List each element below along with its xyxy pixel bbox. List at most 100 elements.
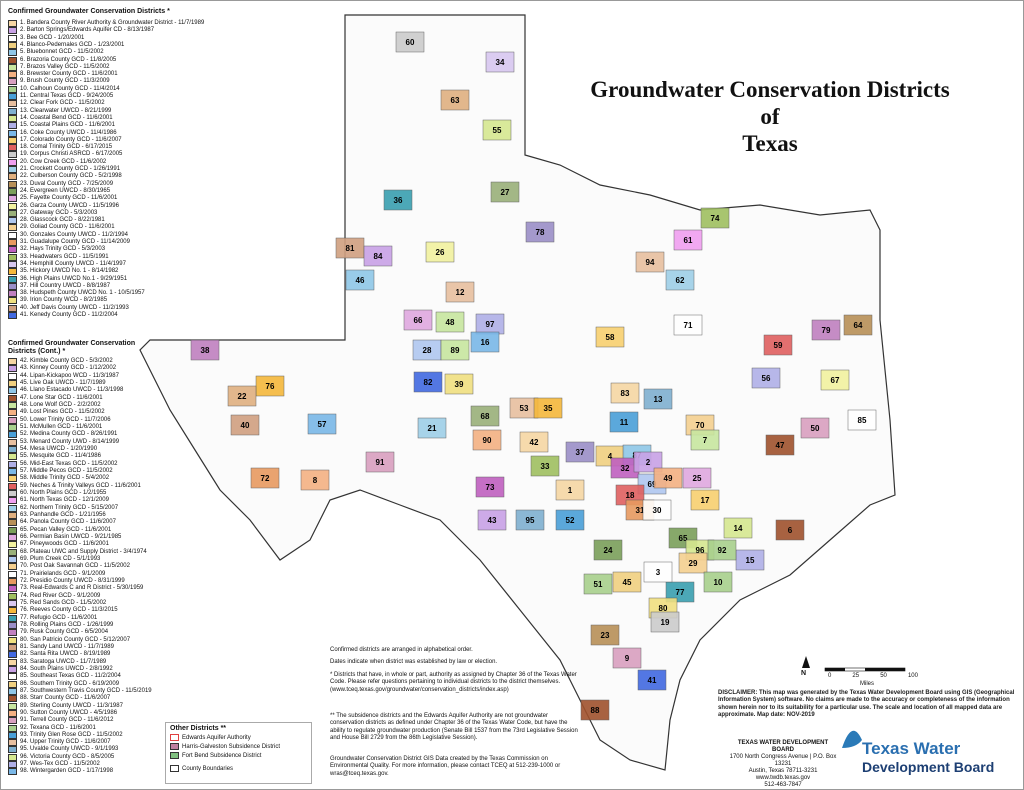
legend-label: 15. Coastal Plains GCD - 11/6/2001: [20, 122, 115, 129]
legend-label: 10. Calhoun County GCD - 11/4/2014: [20, 85, 120, 92]
legend-label: 65. Pecan Valley GCD - 11/6/2001: [20, 526, 112, 533]
note: Dates indicate when district was establi…: [330, 659, 498, 665]
legend-label: 9. Brush County GCD - 11/3/2009: [20, 78, 110, 85]
legend-swatch: [8, 570, 17, 578]
other-districts-box: Other Districts ** Edwards Aquifer Autho…: [165, 722, 312, 784]
legend-label: 93. Trinity Glen Rose GCD - 11/5/2002: [20, 731, 123, 738]
note: Groundwater Conservation District GIS Da…: [330, 756, 561, 777]
legend-swatch: [8, 739, 17, 747]
legend-item: 9. Brush County GCD - 11/3/2009: [8, 78, 110, 86]
district-area: [300, 469, 330, 491]
legend-item: 4. Blanco-Pedernales GCD - 1/23/2001: [8, 41, 124, 49]
district-area: [637, 669, 667, 691]
legend-label: 7. Brazos Valley GCD - 11/5/2002: [20, 63, 110, 70]
district-number: 11: [620, 418, 629, 427]
legend-swatch: [8, 541, 17, 549]
legend-item: 92. Texana GCD - 11/6/2001: [8, 724, 96, 732]
district-number: 6: [788, 526, 793, 535]
district-area: [250, 467, 280, 489]
legend-swatch: [8, 85, 17, 93]
district-area: [227, 385, 257, 407]
district-number: 46: [356, 276, 365, 285]
legend-item: 5. Bluebonnet GCD - 11/5/2002: [8, 49, 104, 57]
legend-item: 78. Rolling Plains GCD - 1/26/1999: [8, 621, 113, 629]
legend-item: 56. Mid-East Texas GCD - 11/5/2002: [8, 460, 118, 468]
legend-label: 77. Refugio GCD - 11/6/2001: [20, 614, 98, 621]
district-area: [678, 552, 708, 574]
legend-item: 85. Southeast Texas GCD - 11/2/2004: [8, 673, 121, 681]
district-number: 9: [625, 654, 630, 663]
scale-bar: [802, 656, 906, 672]
district-area: [690, 429, 720, 451]
legend-label: 44. Lipan-Kickapoo WCD - 11/3/1987: [20, 372, 119, 379]
legend-item: 39. Irion County WCD - 8/2/1985: [8, 297, 107, 305]
district-number: 2: [646, 458, 651, 467]
legend-item: 91. Terrell County GCD - 11/6/2012: [8, 717, 114, 725]
legend-item: 76. Reeves County GCD - 11/3/2015: [8, 607, 118, 615]
district-area: [444, 373, 474, 395]
district-number: 77: [676, 588, 685, 597]
district-number: 32: [621, 464, 630, 473]
legend-swatch: [8, 533, 17, 541]
legend-label: 88. Starr County GCD - 11/6/2007: [20, 695, 111, 702]
district-area: [482, 119, 512, 141]
legend-swatch: [8, 607, 17, 615]
district-area: [700, 207, 730, 229]
legend-label: 74. Red River GCD - 9/1/2009: [20, 592, 101, 599]
district-area: [395, 31, 425, 53]
legend-label: 48. Lone Wolf GCD - 2/2/2002: [20, 401, 101, 408]
legend-item: 70. Post Oak Savannah GCD - 11/5/2002: [8, 563, 130, 571]
legend-item: 32. Hays Trinity GCD - 5/3/2003: [8, 246, 105, 254]
legend-item: 26. Garza County UWCD - 11/5/1996: [8, 202, 119, 210]
district-number: 28: [423, 346, 432, 355]
note: * Districts that have, in whole or part,…: [330, 672, 577, 693]
legend-label: 90. Sutton County UWCD - 4/5/1986: [20, 709, 118, 716]
district-number: 59: [774, 341, 783, 350]
legend-swatch: [8, 268, 17, 276]
legend-swatch: [8, 253, 17, 261]
legend-item: 18. Comal Trinity GCD - 6/17/2015: [8, 144, 112, 152]
footer-web: www.twdb.texas.gov: [755, 775, 811, 781]
legend-swatch: [8, 195, 17, 203]
legend-item: 17. Colorado County GCD - 11/6/2007: [8, 136, 122, 144]
district-number: 34: [496, 58, 505, 67]
district-area: [775, 519, 805, 541]
legend-label: 5. Bluebonnet GCD - 11/5/2002: [20, 49, 104, 56]
district-number: 31: [636, 506, 645, 515]
legend-label: 73. Real-Edwards C and R District - 5/30…: [20, 585, 144, 592]
legend-swatch: [8, 519, 17, 527]
legend-item: 62. Northern Trinity GCD - 5/15/2007: [8, 504, 118, 512]
legend-swatch: [8, 151, 17, 159]
district-number: 53: [520, 404, 529, 413]
legend-swatch: [8, 394, 17, 402]
legend-label: 31. Guadalupe County GCD - 11/14/2009: [20, 239, 130, 245]
legend-label: 49. Lost Pines GCD - 11/5/2002: [20, 409, 105, 416]
legend-label: 27. Gateway GCD - 5/3/2003: [20, 209, 98, 216]
legend-swatch: [8, 173, 17, 181]
legend-label: 71. Prairielands GCD - 9/1/2009: [20, 570, 106, 577]
legend-label: 84. South Plains UWCD - 2/8/1992: [20, 665, 113, 672]
legend-swatch: [8, 78, 17, 86]
legend-label: 95. Uvalde County UWCD - 9/1/1993: [20, 746, 119, 753]
legend-label: 38. Hudspeth County UWCD No. 1 - 10/5/19…: [20, 290, 145, 297]
district-number: 39: [455, 380, 464, 389]
district-area: [477, 509, 507, 531]
district-number: 55: [493, 126, 502, 135]
district-number: 18: [626, 491, 635, 500]
legend-swatch: [8, 180, 17, 188]
district-number: 36: [394, 196, 403, 205]
district-area: [440, 89, 470, 111]
legend-item: 45. Live Oak UWCD - 11/7/1989: [8, 379, 106, 387]
legend-item: 81. Sandy Land UWCD - 11/7/1989: [8, 643, 114, 651]
title: of: [760, 104, 780, 129]
legend-swatch: [8, 20, 17, 27]
district-number: 25: [693, 474, 702, 483]
legend-label: 92. Texana GCD - 11/6/2001: [20, 724, 96, 731]
district-number: 90: [483, 436, 492, 445]
district-number: 50: [811, 424, 820, 433]
district-area: [612, 647, 642, 669]
district-number: 76: [266, 382, 275, 391]
other-swatch: [170, 765, 179, 772]
district-number: 1: [568, 486, 573, 495]
